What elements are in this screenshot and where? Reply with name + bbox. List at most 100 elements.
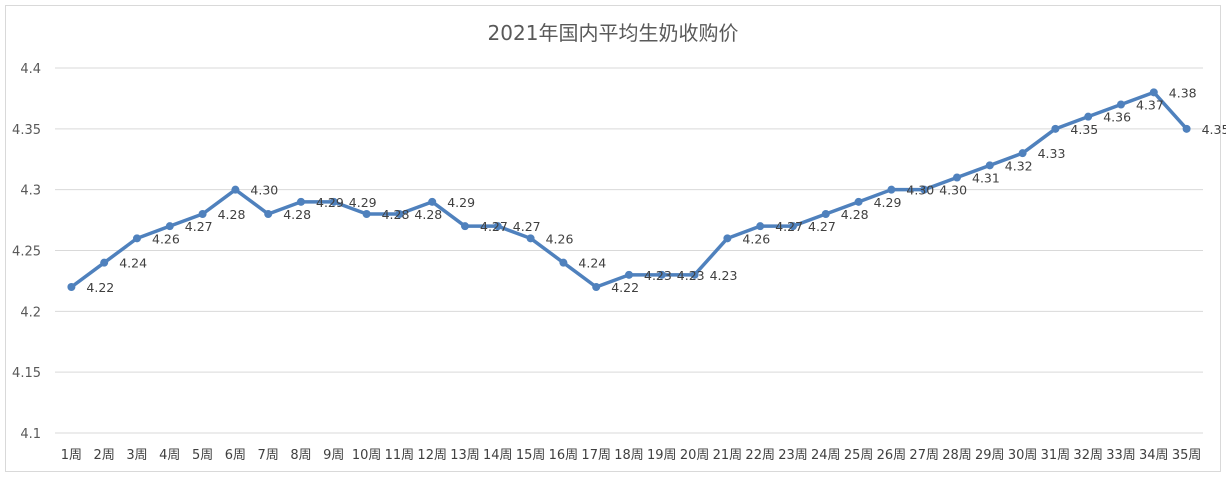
x-tick-label: 21周 — [713, 448, 743, 463]
x-tick-label: 34周 — [1139, 448, 1169, 463]
data-label: 4.22 — [86, 280, 114, 295]
data-point — [821, 210, 830, 218]
y-tick-label: 4.3 — [20, 184, 41, 199]
data-label: 4.22 — [611, 280, 639, 295]
data-label: 4.36 — [1103, 110, 1131, 125]
data-label: 4.30 — [906, 183, 934, 198]
data-point — [592, 283, 601, 291]
data-point — [165, 222, 174, 231]
data-label: 4.28 — [218, 207, 246, 222]
data-label: 4.35 — [1070, 122, 1098, 137]
data-label: 4.31 — [972, 171, 1000, 186]
x-tick-label: 33周 — [1106, 448, 1136, 463]
data-label: 4.27 — [480, 219, 508, 234]
x-tick-label: 12周 — [417, 448, 447, 463]
data-label: 4.27 — [513, 219, 541, 234]
data-label: 4.33 — [1038, 146, 1066, 161]
data-label: 4.29 — [349, 195, 377, 210]
data-point — [329, 197, 338, 206]
x-tick-label: 17周 — [581, 448, 611, 463]
x-tick-label: 30周 — [1008, 448, 1038, 463]
y-tick-label: 4.2 — [20, 305, 41, 320]
data-point — [1084, 112, 1093, 121]
data-point — [953, 173, 961, 182]
data-point — [297, 197, 305, 206]
data-point — [395, 210, 404, 218]
data-label: 4.28 — [414, 207, 442, 222]
x-tick-label: 4周 — [159, 448, 180, 463]
data-label: 4.23 — [644, 268, 672, 283]
data-label: 4.28 — [382, 207, 410, 222]
x-tick-label: 19周 — [647, 448, 677, 463]
data-point — [461, 222, 469, 231]
data-point — [493, 222, 502, 231]
data-point — [723, 234, 732, 243]
data-point — [526, 234, 535, 243]
data-point — [67, 283, 76, 291]
data-label: 4.30 — [939, 183, 967, 198]
data-point — [1018, 149, 1027, 158]
data-point — [920, 185, 929, 194]
data-label: 4.28 — [283, 207, 311, 222]
gridlines — [55, 67, 1203, 434]
x-tick-label: 7周 — [258, 448, 279, 463]
x-tick-label: 35周 — [1172, 448, 1202, 463]
data-label: 4.37 — [1136, 98, 1164, 113]
data-point — [690, 270, 699, 279]
x-tick-label: 16周 — [549, 448, 579, 463]
data-label: 4.29 — [874, 195, 902, 210]
data-label: 4.26 — [742, 231, 770, 246]
data-label: 4.30 — [250, 183, 278, 198]
series — [67, 88, 1191, 291]
x-tick-label: 18周 — [614, 448, 644, 463]
chart-frame — [5, 5, 1221, 472]
y-tick-label: 4.35 — [12, 123, 41, 138]
data-point — [854, 197, 863, 206]
x-tick-label: 5周 — [192, 448, 213, 463]
data-label: 4.29 — [447, 195, 475, 210]
data-label: 4.27 — [185, 219, 213, 234]
data-point — [1182, 124, 1191, 133]
x-tick-label: 11周 — [385, 448, 415, 463]
x-tick-label: 25周 — [844, 448, 874, 463]
data-point — [198, 210, 207, 218]
data-point — [100, 258, 109, 267]
data-point — [756, 222, 765, 231]
x-tick-label: 14周 — [483, 448, 513, 463]
data-point — [887, 185, 896, 194]
x-tick-label: 23周 — [778, 448, 808, 463]
data-point — [362, 210, 371, 218]
y-tick-label: 4.4 — [20, 62, 41, 77]
x-tick-label: 2周 — [94, 448, 115, 463]
data-point — [428, 197, 437, 206]
data-label: 4.28 — [841, 207, 869, 222]
x-tick-label: 8周 — [290, 448, 311, 463]
data-point — [264, 210, 273, 218]
y-tick-label: 4.1 — [20, 427, 41, 442]
x-tick-label: 31周 — [1041, 448, 1071, 463]
x-tick-label: 10周 — [352, 448, 382, 463]
y-tick-label: 4.15 — [12, 366, 41, 381]
data-label: 4.24 — [578, 256, 606, 271]
x-tick-label: 20周 — [680, 448, 710, 463]
data-point — [231, 185, 240, 194]
data-label: 4.24 — [119, 256, 147, 271]
x-tick-label: 26周 — [877, 448, 907, 463]
data-labels: 4.22 4.24 4.26 4.27 4.28 4.30 4.28 4.29 4.29 4.28… — [86, 85, 1226, 295]
data-point — [985, 161, 994, 170]
x-tick-label: 1周 — [61, 448, 82, 463]
data-label: 4.32 — [1005, 158, 1033, 173]
data-point — [1149, 88, 1158, 97]
data-point — [1051, 124, 1060, 133]
x-tick-label: 6周 — [225, 448, 246, 463]
x-tick-label: 24周 — [811, 448, 841, 463]
data-label: 4.27 — [775, 219, 803, 234]
data-point — [1117, 100, 1125, 109]
data-label: 4.23 — [710, 268, 738, 283]
data-point — [133, 234, 141, 243]
x-tick-label: 15周 — [516, 448, 546, 463]
data-point — [559, 258, 568, 267]
y-axis-ticks: 4.1 4.15 4.2 4.25 4.3 4.35 4.4 — [12, 62, 41, 442]
